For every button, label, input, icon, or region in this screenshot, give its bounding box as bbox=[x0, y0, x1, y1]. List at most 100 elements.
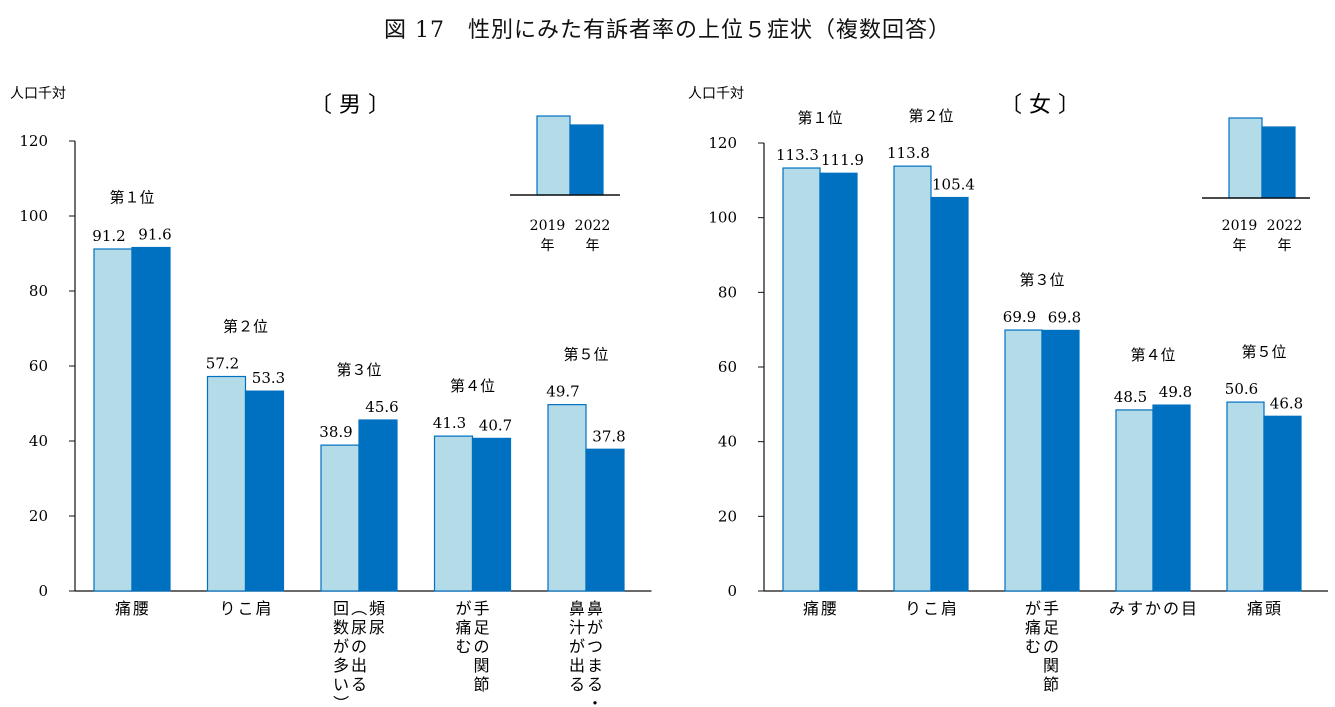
data-label: 45.6 bbox=[365, 398, 398, 416]
category-label-char: つ bbox=[587, 637, 603, 656]
bar-2022 bbox=[131, 246, 171, 592]
category-label-char: こ bbox=[237, 599, 253, 618]
category-label-char: る bbox=[569, 675, 585, 694]
y-tick-label: 100 bbox=[708, 209, 737, 227]
category-label-char: 出 bbox=[351, 656, 367, 675]
legend-year: 2019 bbox=[530, 218, 566, 234]
category-label-char: 汁 bbox=[569, 618, 585, 637]
category-label-char: 尿 bbox=[351, 618, 367, 637]
category-label-char: が bbox=[333, 637, 349, 656]
category-label-char: 関 bbox=[473, 656, 489, 675]
data-label: 113.3 bbox=[776, 146, 819, 164]
y-tick-label: 40 bbox=[718, 433, 737, 451]
category-label-char: 頻 bbox=[369, 599, 385, 618]
category-label-char: 数 bbox=[333, 618, 349, 637]
data-label: 40.7 bbox=[479, 416, 512, 434]
data-label: 105.4 bbox=[932, 176, 975, 194]
rank-label: 第５位 bbox=[563, 346, 608, 364]
category-label-char: の bbox=[351, 637, 367, 656]
legend-year: 2022 bbox=[1267, 218, 1303, 234]
category-label-char: 関 bbox=[1043, 656, 1059, 675]
category-label-char: 節 bbox=[1043, 675, 1059, 694]
data-label: 37.8 bbox=[592, 427, 625, 445]
category-label-char: 肩 bbox=[255, 599, 271, 618]
category-label-char: ） bbox=[331, 695, 350, 707]
category-label-char: み bbox=[1109, 599, 1125, 618]
figure-title: 図 17 性別にみた有訴者率の上位５症状（複数回答） bbox=[384, 18, 951, 43]
data-label: 111.9 bbox=[821, 151, 864, 169]
category-label-char: ・ bbox=[587, 694, 603, 707]
category-label-char: か bbox=[1145, 599, 1161, 618]
legend-year-suffix: 年 bbox=[1278, 238, 1292, 254]
bar-2019 bbox=[1004, 329, 1043, 592]
category-label-char: り bbox=[219, 599, 235, 618]
legend-swatch-2022 bbox=[569, 124, 604, 196]
category-label-char: 出 bbox=[569, 656, 585, 675]
category-label-char: る bbox=[351, 675, 367, 694]
bar-2019 bbox=[893, 165, 932, 592]
category-label-char: 目 bbox=[1181, 599, 1197, 618]
category-label-char: 尿 bbox=[369, 618, 385, 637]
bar-2022 bbox=[819, 172, 858, 592]
bar-2019 bbox=[320, 444, 360, 592]
category-label-char: の bbox=[473, 637, 489, 656]
category-label-char: の bbox=[1043, 637, 1059, 656]
category-label-char: い bbox=[333, 675, 349, 694]
rank-label: 第４位 bbox=[1130, 346, 1175, 364]
category-label-char: 腰 bbox=[821, 599, 837, 618]
category-label-char: 痛 bbox=[803, 599, 819, 618]
y-tick-label: 40 bbox=[29, 432, 48, 450]
data-label: 91.6 bbox=[138, 226, 171, 244]
y-tick-label: 20 bbox=[718, 507, 737, 525]
data-label: 57.2 bbox=[206, 355, 239, 373]
legend-year-suffix: 年 bbox=[586, 238, 600, 254]
data-label: 48.5 bbox=[1114, 388, 1147, 406]
rank-label: 第１位 bbox=[797, 109, 842, 127]
category-label-char: が bbox=[1025, 599, 1041, 618]
rank-label: 第１位 bbox=[109, 189, 154, 207]
category-label-char: が bbox=[587, 618, 603, 637]
y-tick-label: 60 bbox=[29, 357, 48, 375]
category-label-char: 痛 bbox=[1025, 618, 1041, 637]
data-label: 53.3 bbox=[252, 369, 285, 387]
legend-swatch-2019 bbox=[536, 115, 571, 196]
bar-2019 bbox=[206, 375, 247, 592]
bar-2022 bbox=[585, 448, 625, 592]
bar-2019 bbox=[547, 404, 587, 592]
data-label: 38.9 bbox=[319, 423, 352, 441]
y-tick-label: 80 bbox=[718, 283, 737, 301]
y-tick-label: 0 bbox=[38, 582, 48, 600]
category-label-char: が bbox=[569, 637, 585, 656]
bar-2019 bbox=[1226, 401, 1265, 592]
data-label: 46.8 bbox=[1270, 394, 1303, 412]
category-label-char: こ bbox=[923, 599, 939, 618]
bar-2022 bbox=[244, 390, 285, 592]
rank-label: 第４位 bbox=[450, 377, 495, 395]
category-label-char: す bbox=[1127, 599, 1143, 618]
category-label-char: り bbox=[905, 599, 921, 618]
legend-year: 2019 bbox=[1222, 218, 1258, 234]
bar-2022 bbox=[1152, 404, 1191, 592]
category-label-char: 頭 bbox=[1265, 599, 1281, 618]
bar-2022 bbox=[471, 437, 512, 592]
category-label-char: 肩 bbox=[941, 599, 957, 618]
legend-year-suffix: 年 bbox=[541, 238, 555, 254]
category-label-char: 手 bbox=[473, 599, 489, 618]
category-label-char: む bbox=[1025, 637, 1041, 656]
category-label-char: 痛 bbox=[455, 618, 471, 637]
rank-label: 第３位 bbox=[336, 361, 381, 379]
bar-2022 bbox=[358, 419, 398, 592]
panel-title: 〔 女 〕 bbox=[1000, 93, 1080, 118]
data-label: 49.7 bbox=[546, 383, 579, 401]
unit-label: 人口千対 bbox=[688, 86, 744, 102]
category-label-char: 鼻 bbox=[587, 599, 603, 618]
rank-label: 第２位 bbox=[908, 107, 953, 125]
data-label: 69.8 bbox=[1048, 308, 1081, 326]
bar-2019 bbox=[93, 248, 133, 592]
data-label: 50.6 bbox=[1225, 380, 1258, 398]
y-tick-label: 80 bbox=[29, 282, 48, 300]
bar-2022 bbox=[1263, 415, 1302, 592]
category-label-char: む bbox=[455, 637, 471, 656]
category-label-char: が bbox=[455, 599, 471, 618]
legend-swatch-2019 bbox=[1228, 117, 1263, 199]
